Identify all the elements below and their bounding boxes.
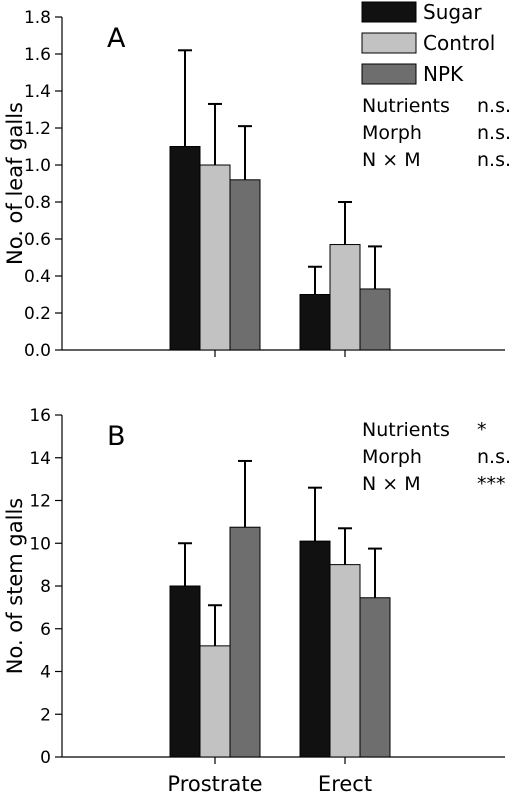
y-tick-label: 4 [40,663,51,683]
y-tick-label: 6 [40,620,51,640]
bar [169,585,201,758]
bar [229,526,261,758]
y-tick-label: 1.2 [24,119,51,139]
y-tick-label: 8 [40,577,51,597]
bar [299,540,331,758]
y-tick-label: 0.4 [24,267,51,287]
stat-factor: Morph [362,446,422,468]
y-axis-title: No. of stem galls [3,498,27,675]
stat-factor: Morph [362,122,422,144]
bar [229,179,261,351]
y-axis-title: No. of leaf galls [3,102,27,265]
legend-label: NPK [423,62,464,86]
bar [199,164,231,351]
x-category-label: Erect [318,772,372,796]
legend-label: Control [423,31,495,55]
stat-result: * [477,419,487,441]
stat-result: n.s. [477,446,511,468]
y-tick-label: 16 [29,406,51,426]
panel-b: 0 2 4 6 8 10 12 14 16 Prostrate Erect No. of stem g… [3,406,511,796]
stat-factor: N × M [362,473,421,495]
y-tick-label: 2 [40,705,51,725]
legend-swatch [361,63,417,85]
legend-swatch [361,32,417,54]
y-tick-label: 0.0 [24,341,51,361]
y-tick-label: 0.2 [24,304,51,324]
x-category-label: Prostrate [167,772,262,796]
y-tick-label: 1.8 [24,8,51,28]
stat-factor: N × M [362,149,421,171]
y-tick-label: 1.0 [24,156,51,176]
stat-result: *** [477,473,506,495]
y-tick-label: 10 [29,534,51,554]
y-tick-label: 0.8 [24,193,51,213]
stat-factor: Nutrients [362,95,450,117]
y-tick-label: 12 [29,492,51,512]
panel-letter: A [107,23,126,54]
bar [329,564,361,758]
bar [329,244,361,351]
bar [299,294,331,351]
bar [359,288,391,351]
y-tick-label: 0.6 [24,230,51,250]
bar [359,597,391,758]
stat-factor: Nutrients [362,419,450,441]
stat-result: n.s. [477,149,511,171]
stat-result: n.s. [477,95,511,117]
panel-a: 0.0 0.2 0.4 0.6 0.8 1.0 1.2 1.4 1.6 1.8 No. of lea… [3,0,511,361]
panel-letter: B [107,421,126,452]
y-tick-label: 14 [29,449,51,469]
bar [169,146,201,351]
legend-label: Sugar [423,0,482,24]
stat-result: n.s. [477,122,511,144]
y-tick-label: 0 [40,748,51,768]
y-tick-label: 1.4 [24,82,51,102]
y-tick-label: 1.6 [24,45,51,65]
bar [199,645,231,758]
legend-swatch [361,1,417,23]
